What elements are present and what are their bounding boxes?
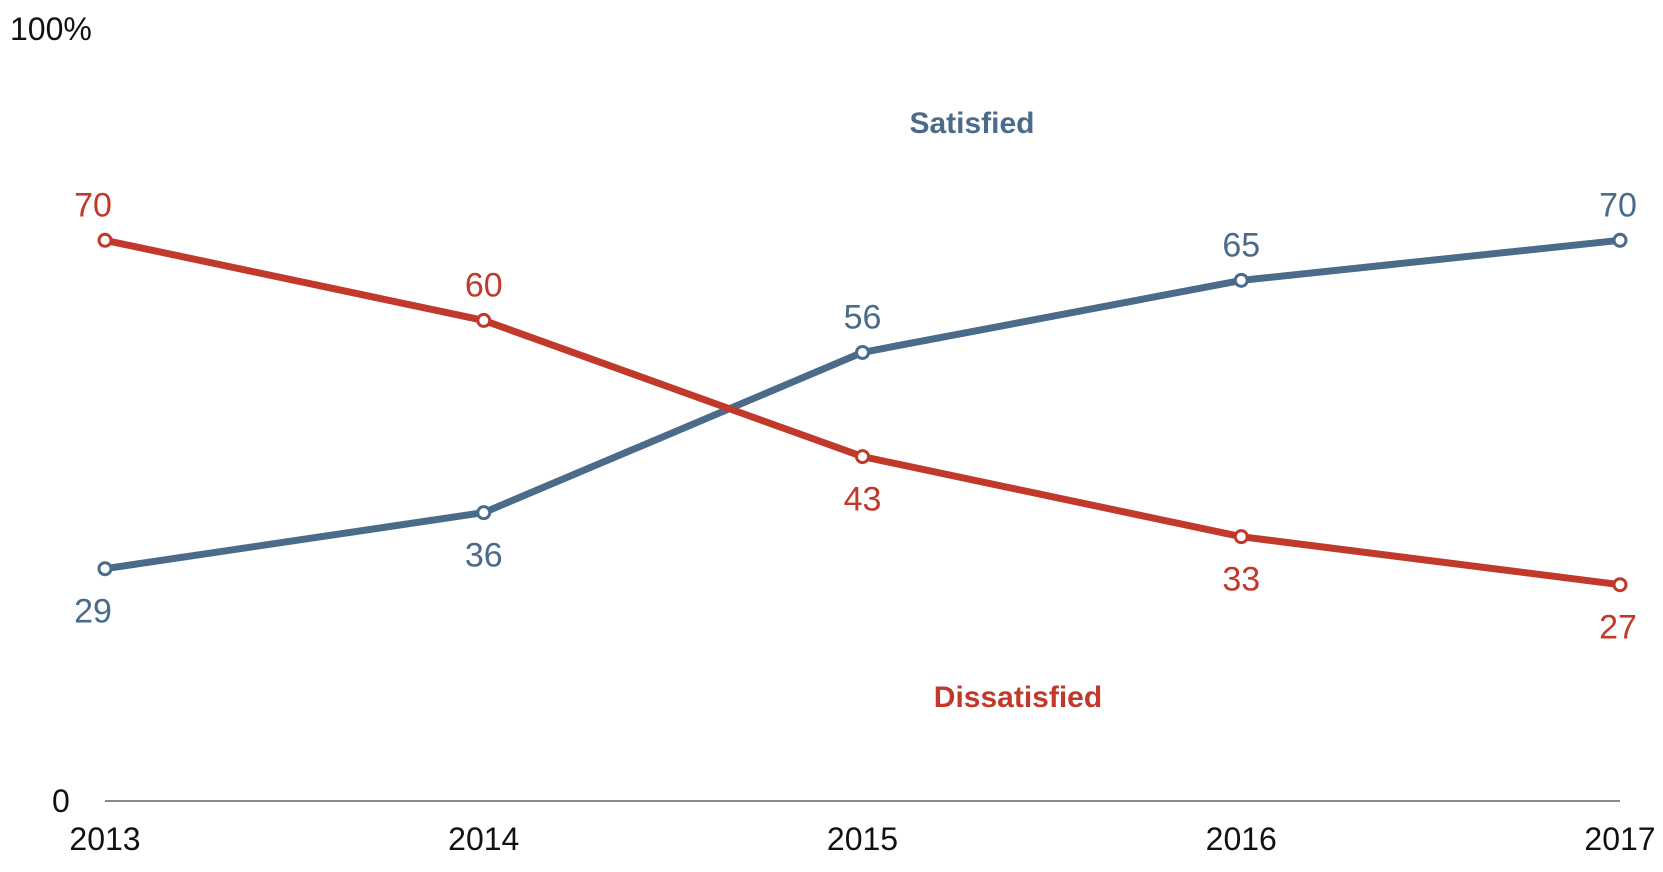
data-label: 70 (1599, 186, 1637, 224)
data-point (1233, 272, 1249, 288)
data-point (1612, 232, 1628, 248)
y-axis-top-label: 100% (10, 11, 92, 47)
series-name-dissatisfied: Dissatisfied (934, 681, 1102, 714)
data-point (1612, 577, 1628, 593)
data-point (97, 561, 113, 577)
data-label: 43 (844, 481, 882, 519)
data-point (476, 312, 492, 328)
y-axis-bottom-label: 0 (52, 783, 70, 819)
x-axis-ticks: 2013 2014 2015 2016 2017 (69, 821, 1655, 857)
data-label: 36 (465, 537, 503, 575)
series-name-satisfied: Satisfied (909, 107, 1034, 140)
data-point (476, 505, 492, 521)
data-point (1233, 529, 1249, 545)
data-label: 60 (465, 266, 503, 304)
data-point (97, 232, 113, 248)
data-point (855, 344, 870, 360)
series-layer: 29 36 56 65 70 70 60 43 33 27 (74, 186, 1637, 646)
x-tick-label: 2014 (448, 821, 519, 857)
x-tick-label: 2015 (827, 821, 898, 857)
data-label: 27 (1599, 609, 1637, 647)
data-label: 70 (74, 186, 112, 224)
data-label: 56 (844, 298, 882, 336)
x-tick-label: 2017 (1584, 821, 1655, 857)
data-point (855, 449, 870, 465)
data-label: 65 (1222, 226, 1260, 264)
x-tick-label: 2016 (1206, 821, 1277, 857)
data-label: 33 (1222, 561, 1260, 599)
data-label: 29 (74, 593, 112, 631)
x-tick-label: 2013 (69, 821, 140, 857)
